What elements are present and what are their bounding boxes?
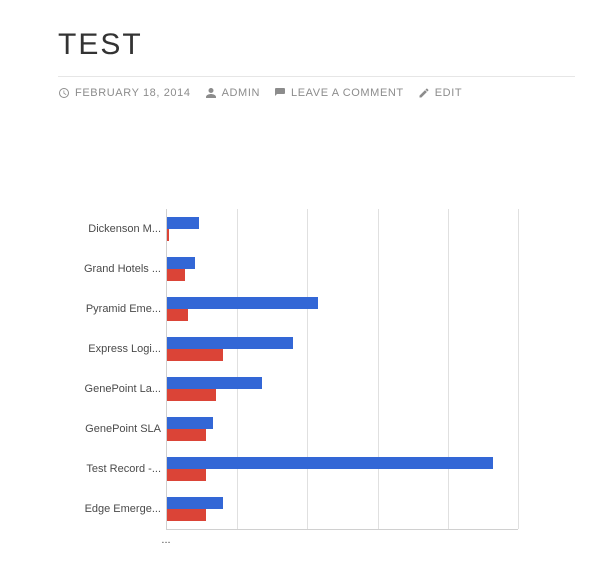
bar-series-a [167, 217, 199, 229]
bar-series-b [167, 509, 206, 521]
bar-series-a [167, 337, 293, 349]
category-label: Edge Emerge... [85, 503, 167, 515]
chart-row: Pyramid Eme... [167, 289, 518, 329]
chart-row: GenePoint SLA [167, 409, 518, 449]
bar-series-b [167, 309, 188, 321]
category-label: Express Logi... [88, 343, 167, 355]
bar-series-b [167, 229, 169, 241]
edit-post-link[interactable]: EDIT [418, 87, 462, 99]
chart-gridline [518, 209, 519, 529]
post-date: FEBRUARY 18, 2014 [75, 87, 191, 99]
post-container: TEST FEBRUARY 18, 2014 ADMIN LEAVE A COM… [0, 0, 603, 550]
bar-series-b [167, 469, 206, 481]
bar-series-a [167, 497, 223, 509]
post-author: ADMIN [222, 87, 260, 99]
leave-comment-text: LEAVE A COMMENT [291, 87, 404, 99]
bar-series-b [167, 349, 223, 361]
person-icon [205, 87, 217, 99]
clock-icon [58, 87, 70, 99]
category-label: GenePoint SLA [85, 423, 167, 435]
bar-series-a [167, 417, 213, 429]
chart-row: Test Record -... [167, 449, 518, 489]
chart-row: Express Logi... [167, 329, 518, 369]
category-label: Pyramid Eme... [86, 303, 167, 315]
horizontal-bar-chart: Dickenson M...Grand Hotels ...Pyramid Em… [58, 209, 518, 530]
edit-post-text: EDIT [435, 87, 462, 99]
pencil-icon [418, 87, 430, 99]
post-date-link[interactable]: FEBRUARY 18, 2014 [58, 87, 191, 99]
leave-comment-link[interactable]: LEAVE A COMMENT [274, 87, 404, 99]
chart-container: Dickenson M...Grand Hotels ...Pyramid Em… [58, 209, 518, 530]
x-axis-label: ... [161, 534, 170, 546]
post-title: TEST [58, 28, 575, 62]
post-author-link[interactable]: ADMIN [205, 87, 260, 99]
bar-series-a [167, 257, 195, 269]
chart-plot-area: Dickenson M...Grand Hotels ...Pyramid Em… [166, 209, 518, 530]
bar-series-a [167, 297, 318, 309]
chart-row: GenePoint La... [167, 369, 518, 409]
chart-row: Dickenson M... [167, 209, 518, 249]
chart-row: Grand Hotels ... [167, 249, 518, 289]
bar-series-b [167, 389, 216, 401]
bar-series-a [167, 457, 493, 469]
bar-series-b [167, 269, 185, 281]
category-label: Test Record -... [86, 463, 167, 475]
chart-row: Edge Emerge... [167, 489, 518, 529]
category-label: Grand Hotels ... [84, 263, 167, 275]
comment-icon [274, 87, 286, 99]
post-meta: FEBRUARY 18, 2014 ADMIN LEAVE A COMMENT … [58, 76, 575, 99]
category-label: Dickenson M... [88, 223, 167, 235]
category-label: GenePoint La... [85, 383, 167, 395]
bar-series-a [167, 377, 262, 389]
bar-series-b [167, 429, 206, 441]
